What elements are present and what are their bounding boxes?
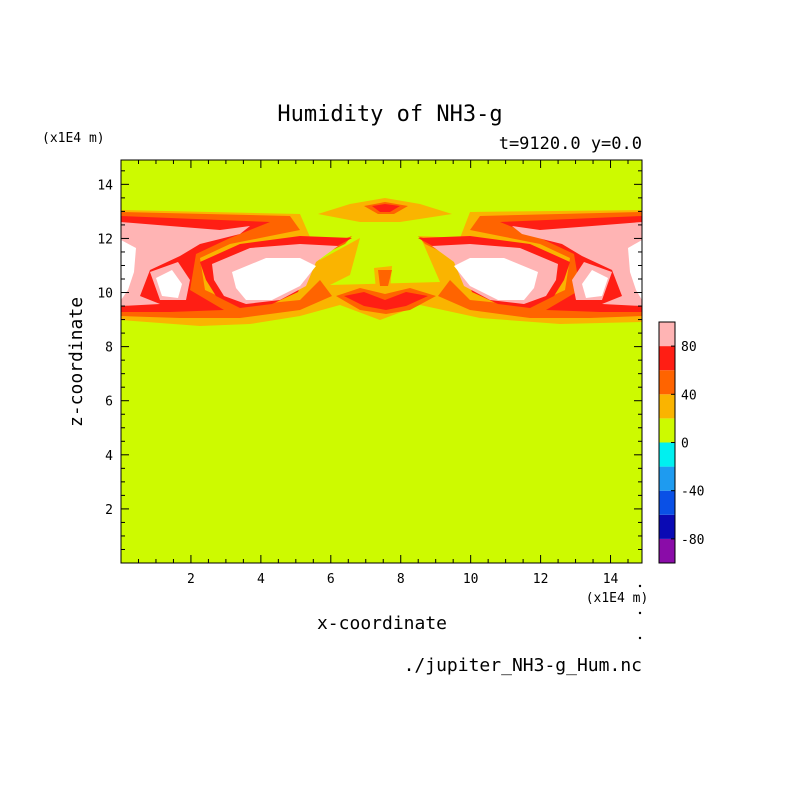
- colorbar-tick-label: 40: [681, 388, 697, 403]
- y-tick-label: 10: [97, 287, 113, 302]
- colorbar-tick-label: -40: [681, 485, 704, 500]
- y-axis-unit: (x1E4 m): [42, 131, 105, 146]
- plot-frame: [120, 159, 643, 564]
- chart-subtitle: t=9120.0 y=0.0: [499, 134, 642, 154]
- x-tick-label: 4: [257, 572, 265, 587]
- y-tick-label: 4: [105, 449, 113, 464]
- colorbar-swatch: [659, 322, 675, 347]
- colorbar-swatch: [659, 514, 675, 539]
- colorbar-swatch: [659, 418, 675, 443]
- y-tick-label: 14: [97, 178, 113, 193]
- contour-level-over-100: [121, 240, 642, 300]
- colorbar-swatch: [659, 370, 675, 395]
- x-tick-label: 12: [533, 572, 549, 587]
- colorbar-swatch: [659, 346, 675, 371]
- x-tick-label: 14: [603, 572, 619, 587]
- chart-title: Humidity of NH3-g: [277, 102, 502, 127]
- corner-marks: [638, 584, 642, 640]
- colorbar-swatch: [659, 490, 675, 515]
- colorbar-swatch: [659, 394, 675, 419]
- x-axis-label: x-coordinate: [317, 613, 447, 634]
- contour-plot-area: [120, 159, 643, 564]
- x-axis: 2 4 6 8 10 12 14: [137, 160, 629, 587]
- y-axis-label: z-coordinate: [66, 297, 87, 427]
- x-tick-label: 10: [463, 572, 479, 587]
- x-tick-label: 2: [187, 572, 195, 587]
- colorbar-tick-label: 80: [681, 340, 697, 355]
- colorbar-swatch: [659, 466, 675, 491]
- y-tick-label: 2: [105, 503, 113, 518]
- y-tick-label: 12: [97, 232, 113, 247]
- y-tick-label: 8: [105, 341, 113, 356]
- colorbar-swatch: [659, 442, 675, 467]
- colorbar-tick-label: 0: [681, 437, 689, 452]
- colorbar: 80 40 0 -40 -80: [658, 321, 704, 564]
- colorbar-tick-label: -80: [681, 533, 704, 548]
- x-tick-label: 8: [397, 572, 405, 587]
- colorbar-swatch: [659, 538, 675, 563]
- y-tick-label: 6: [105, 395, 113, 410]
- x-tick-label: 6: [327, 572, 335, 587]
- source-file-label: ./jupiter_NH3-g_Hum.nc: [404, 655, 642, 676]
- y-axis: 2 4 6 8 10 12 14: [97, 170, 642, 550]
- x-axis-unit: (x1E4 m): [586, 591, 649, 606]
